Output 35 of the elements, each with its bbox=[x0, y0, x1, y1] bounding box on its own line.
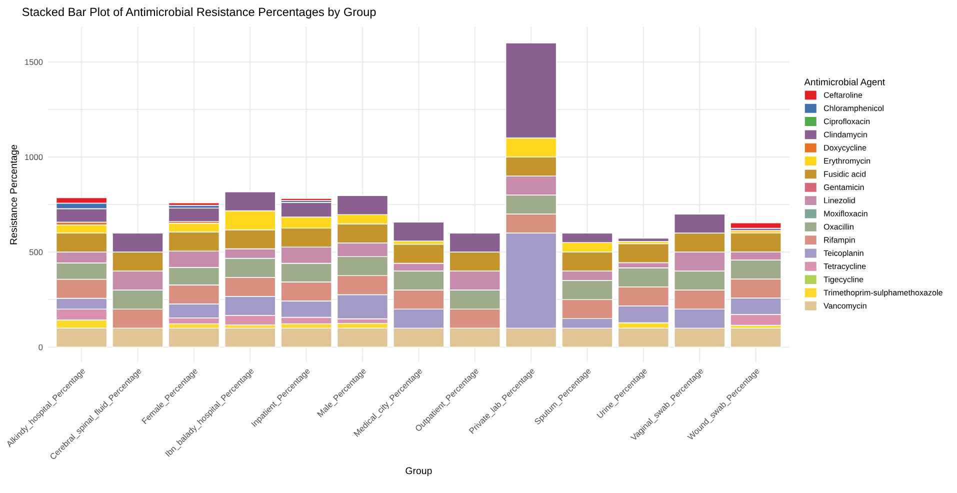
bar bbox=[280, 328, 332, 348]
y-tick-label: 1000 bbox=[25, 154, 43, 160]
legend-label: Linezolid bbox=[824, 197, 855, 204]
bar bbox=[392, 222, 444, 242]
legend-label: Teicoplanin bbox=[824, 250, 864, 258]
legend-label: Chloramphenicol bbox=[824, 105, 884, 113]
legend-label: Gentamicin bbox=[824, 184, 864, 190]
legend-label: Ceftaroline bbox=[824, 92, 862, 98]
legend-label: Trimethoprim-sulphamethoxazole bbox=[824, 290, 942, 298]
bar bbox=[618, 238, 670, 242]
legend-label: Moxifloxacin bbox=[824, 210, 868, 216]
bar bbox=[168, 202, 220, 206]
bar bbox=[730, 222, 782, 229]
bar bbox=[168, 328, 220, 348]
legend-label: Tetracycline bbox=[824, 263, 866, 271]
x-axis-title: Group bbox=[406, 467, 432, 476]
legend-label: Oxacillin bbox=[824, 224, 854, 230]
y-axis-title: Resistance Percentage bbox=[10, 144, 19, 244]
legend-label: Tigecycline bbox=[824, 276, 864, 284]
legend-label: Vancomycin bbox=[824, 302, 866, 310]
y-tick-label: 1500 bbox=[25, 59, 43, 66]
legend-label: Ciprofloxacin bbox=[824, 118, 870, 126]
legend-title: Antimicrobial Agent bbox=[804, 78, 885, 88]
bar bbox=[224, 328, 276, 348]
legend-label: Fusidic acid bbox=[824, 171, 866, 177]
y-tick-label: 0 bbox=[38, 344, 43, 350]
legend-label: Doxycycline bbox=[824, 144, 866, 152]
legend-label: Rifampin bbox=[824, 236, 855, 244]
bar bbox=[336, 328, 388, 348]
bar bbox=[730, 328, 782, 348]
legend-label: Clindamycin bbox=[824, 131, 867, 139]
legend-label: Erythromycin bbox=[824, 158, 870, 166]
bar bbox=[168, 208, 220, 222]
chart-title: Stacked Bar Plot of Antimicrobial Resistance Percentages by Group bbox=[22, 7, 376, 18]
y-tick-label: 500 bbox=[29, 249, 43, 256]
